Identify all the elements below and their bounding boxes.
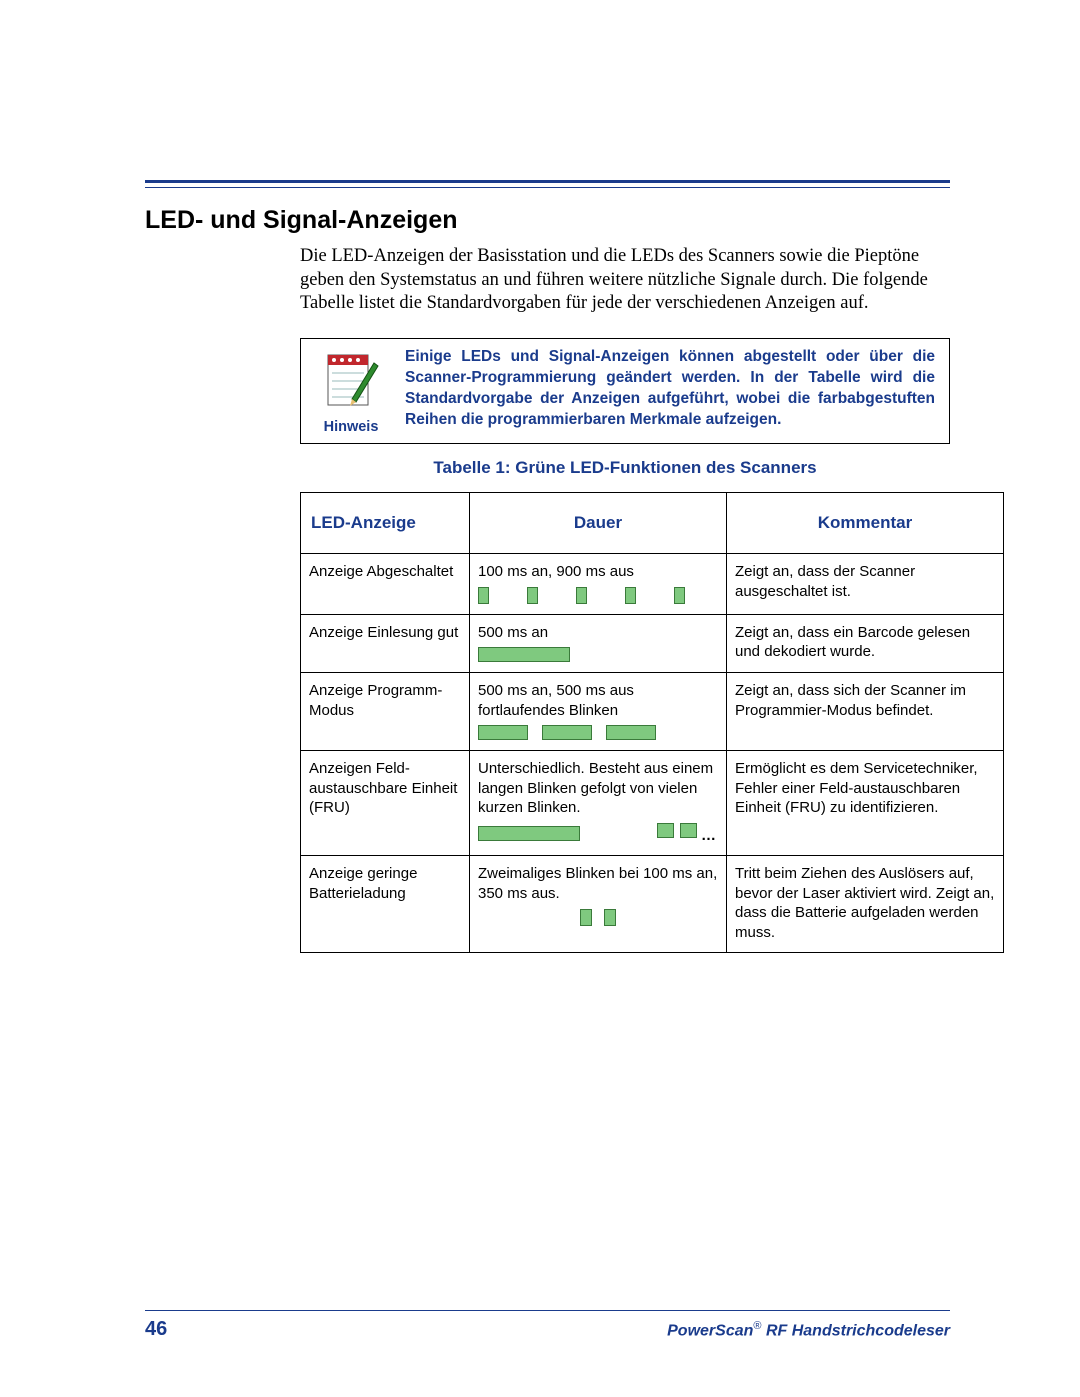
signal-bar-500 xyxy=(478,647,718,662)
cell-kommentar: Zeigt an, dass ein Barcode gelesen und d… xyxy=(727,614,1004,673)
footer: 46 PowerScan® RF Handstrichcodeleser xyxy=(145,1318,950,1341)
signal-fru: … xyxy=(478,823,718,846)
dauer-text: 500 ms an, 500 ms aus fortlaufendes Blin… xyxy=(478,682,634,719)
cell-dauer: Unterschiedlich. Besteht aus einem lange… xyxy=(470,751,727,856)
signal-batt xyxy=(478,909,718,932)
notepad-icon xyxy=(322,351,380,413)
col-dauer: Dauer xyxy=(470,493,727,554)
note-text: Einige LEDs und Signal-Anzeigen können a… xyxy=(405,347,935,431)
table-row: Anzeige Programm-Modus 500 ms an, 500 ms… xyxy=(301,673,1004,751)
dauer-text: 100 ms an, 900 ms aus xyxy=(478,563,634,580)
section-heading: LED- und Signal-Anzeigen xyxy=(145,206,950,235)
col-kommentar: Kommentar xyxy=(727,493,1004,554)
cell-kommentar: Zeigt an, dass der Scanner ausgeschaltet… xyxy=(727,554,1004,615)
top-rule xyxy=(145,180,950,188)
footer-rule xyxy=(145,1310,950,1311)
col-led-anzeige: LED-Anzeige xyxy=(301,493,470,554)
table-row: Anzeige Einlesung gut 500 ms an Zeigt an… xyxy=(301,614,1004,673)
cell-kommentar: Zeigt an, dass sich der Scanner im Progr… xyxy=(727,673,1004,751)
dauer-text: 500 ms an xyxy=(478,624,548,641)
footer-title: PowerScan® RF Handstrichcodeleser xyxy=(667,1320,950,1340)
note-label: Hinweis xyxy=(324,419,379,435)
dauer-text: Zweimaliges Blinken bei 100 ms an, 350 m… xyxy=(478,865,717,902)
cell-anzeige: Anzeige Programm-Modus xyxy=(301,673,470,751)
cell-dauer: 500 ms an xyxy=(470,614,727,673)
table-row: Anzeige geringe Batterieladung Zweimalig… xyxy=(301,856,1004,953)
note-box: Hinweis Einige LEDs und Signal-Anzeigen … xyxy=(300,338,950,444)
cell-dauer: 100 ms an, 900 ms aus xyxy=(470,554,727,615)
table-caption: Tabelle 1: Grüne LED-Funktionen des Scan… xyxy=(300,458,950,478)
cell-dauer: 500 ms an, 500 ms aus fortlaufendes Blin… xyxy=(470,673,727,751)
intro-paragraph: Die LED-Anzeigen der Basisstation und di… xyxy=(145,245,950,316)
footer-product: PowerScan xyxy=(667,1322,753,1339)
signal-bar-seq xyxy=(478,725,718,740)
note-icon-wrap: Hinweis xyxy=(311,347,391,435)
table-row: Anzeigen Feld-austauschbare Einheit (FRU… xyxy=(301,751,1004,856)
dauer-text: Unterschiedlich. Besteht aus einem lange… xyxy=(478,760,713,816)
cell-anzeige: Anzeige geringe Batterieladung xyxy=(301,856,470,953)
cell-dauer: Zweimaliges Blinken bei 100 ms an, 350 m… xyxy=(470,856,727,953)
led-table: LED-Anzeige Dauer Kommentar Anzeige Abge… xyxy=(300,492,1004,953)
registered-icon: ® xyxy=(753,1320,761,1332)
cell-kommentar: Ermöglicht es dem Servicetechniker, Fehl… xyxy=(727,751,1004,856)
signal-short-pulses xyxy=(478,587,718,604)
page: LED- und Signal-Anzeigen Die LED-Anzeige… xyxy=(0,0,1080,1397)
cell-anzeige: Anzeigen Feld-austauschbare Einheit (FRU… xyxy=(301,751,470,856)
table-header-row: LED-Anzeige Dauer Kommentar xyxy=(301,493,1004,554)
table-row: Anzeige Abgeschaltet 100 ms an, 900 ms a… xyxy=(301,554,1004,615)
cell-kommentar: Tritt beim Ziehen des Auslösers auf, bev… xyxy=(727,856,1004,953)
cell-anzeige: Anzeige Abgeschaltet xyxy=(301,554,470,615)
page-number: 46 xyxy=(145,1318,167,1341)
cell-anzeige: Anzeige Einlesung gut xyxy=(301,614,470,673)
footer-suffix: RF Handstrichcodeleser xyxy=(762,1322,951,1339)
